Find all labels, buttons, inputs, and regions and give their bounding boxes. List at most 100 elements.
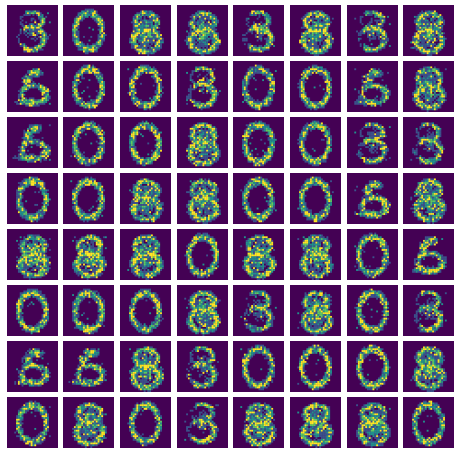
sample-image: [347, 341, 398, 392]
sample-tile: [120, 5, 171, 56]
sample-image: [7, 117, 58, 168]
sample-image: [403, 285, 454, 336]
sample-tile: [233, 285, 284, 336]
sample-image: [7, 229, 58, 280]
sample-image: [347, 173, 398, 224]
sample-image: [120, 117, 171, 168]
sample-image: [403, 173, 454, 224]
sample-image: [7, 61, 58, 112]
sample-image: [120, 5, 171, 56]
sample-image: [290, 173, 341, 224]
sample-tile: [120, 341, 171, 392]
sample-image: [63, 5, 114, 56]
sample-tile: [403, 285, 454, 336]
sample-tile: [120, 61, 171, 112]
sample-tile: [63, 285, 114, 336]
sample-tile: [347, 5, 398, 56]
sample-tile: [63, 341, 114, 392]
sample-tile: [233, 229, 284, 280]
sample-image: [7, 5, 58, 56]
sample-tile: [7, 173, 58, 224]
sample-tile: [403, 117, 454, 168]
sample-image: [7, 341, 58, 392]
sample-image: [347, 285, 398, 336]
sample-image: [7, 173, 58, 224]
sample-image: [347, 61, 398, 112]
sample-image: [177, 285, 228, 336]
sample-tile: [403, 61, 454, 112]
sample-tile: [63, 397, 114, 448]
sample-tile: [120, 285, 171, 336]
sample-image: [63, 173, 114, 224]
sample-tile: [347, 229, 398, 280]
sample-tile: [290, 397, 341, 448]
sample-image: [347, 229, 398, 280]
sample-tile: [347, 341, 398, 392]
sample-tile: [347, 397, 398, 448]
sample-tile: [233, 341, 284, 392]
sample-tile: [177, 173, 228, 224]
sample-image: [63, 61, 114, 112]
sample-tile: [120, 173, 171, 224]
sample-tile: [403, 341, 454, 392]
sample-tile: [290, 173, 341, 224]
sample-tile: [7, 5, 58, 56]
sample-image: [63, 285, 114, 336]
sample-tile: [290, 285, 341, 336]
sample-tile: [347, 285, 398, 336]
sample-image: [403, 397, 454, 448]
sample-image: [290, 61, 341, 112]
sample-tile: [403, 173, 454, 224]
sample-image: [233, 341, 284, 392]
sample-tile: [63, 5, 114, 56]
sample-tile: [63, 61, 114, 112]
sample-image: [290, 5, 341, 56]
sample-tile: [290, 61, 341, 112]
sample-image: [63, 341, 114, 392]
sample-tile: [177, 61, 228, 112]
sample-image: [233, 117, 284, 168]
sample-image: [347, 5, 398, 56]
sample-image: [7, 397, 58, 448]
sample-tile: [7, 61, 58, 112]
sample-image: [177, 341, 228, 392]
sample-tile: [403, 5, 454, 56]
sample-tile: [233, 173, 284, 224]
sample-image: [177, 5, 228, 56]
sample-image: [290, 341, 341, 392]
sample-tile: [177, 341, 228, 392]
sample-tile: [120, 229, 171, 280]
sample-image: [403, 229, 454, 280]
sample-tile: [290, 5, 341, 56]
sample-image: [403, 61, 454, 112]
sample-image: [233, 229, 284, 280]
sample-image: [233, 397, 284, 448]
sample-image: [120, 285, 171, 336]
sample-tile: [290, 117, 341, 168]
sample-tile: [7, 229, 58, 280]
sample-image: [177, 397, 228, 448]
sample-image: [120, 61, 171, 112]
sample-image: [120, 341, 171, 392]
sample-image: [120, 397, 171, 448]
sample-tile: [177, 5, 228, 56]
sample-tile: [7, 285, 58, 336]
sample-tile: [347, 173, 398, 224]
sample-tile: [7, 117, 58, 168]
sample-image: [177, 173, 228, 224]
sample-tile: [177, 285, 228, 336]
sample-image: [290, 117, 341, 168]
sample-image: [403, 5, 454, 56]
sample-image: [290, 397, 341, 448]
sample-image: [233, 173, 284, 224]
sample-tile: [177, 117, 228, 168]
sample-image: [177, 61, 228, 112]
sample-image: [233, 285, 284, 336]
sample-image: [177, 229, 228, 280]
sample-tile: [233, 117, 284, 168]
sample-image: [63, 229, 114, 280]
sample-tile: [233, 61, 284, 112]
sample-image: [63, 397, 114, 448]
sample-tile: [177, 397, 228, 448]
